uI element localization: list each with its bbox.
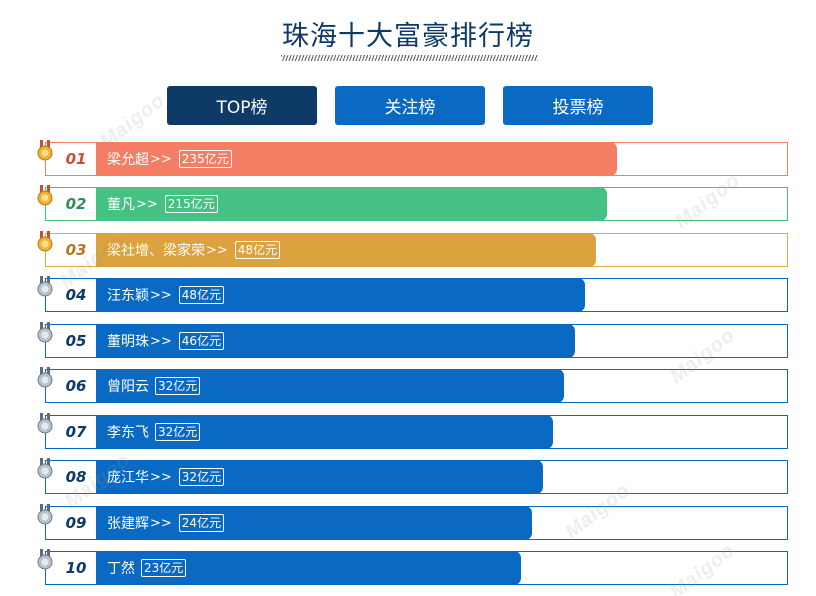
rank-number: 01: [65, 150, 87, 168]
wealth-bar[interactable]: 梁社增、梁家荣 >> 48亿元: [96, 233, 596, 267]
ranking-row[interactable]: 06 曾阳云 32亿元: [37, 367, 789, 403]
rank-number: 02: [65, 195, 87, 213]
detail-link-marker[interactable]: >>: [150, 287, 172, 303]
silver-medal-icon: [37, 504, 53, 525]
wealth-amount-badge: 32亿元: [155, 377, 201, 395]
detail-link-marker[interactable]: >>: [150, 469, 172, 485]
silver-medal-icon: [37, 413, 53, 434]
ranking-row[interactable]: 05 董明珠 >> 46亿元: [37, 322, 789, 358]
ranking-row[interactable]: 10 丁然 23亿元: [37, 549, 789, 585]
ranking-row[interactable]: 09 张建辉 >> 24亿元: [37, 504, 789, 540]
rank-number: 04: [65, 286, 87, 304]
wealth-bar[interactable]: 李东飞 32亿元: [96, 415, 553, 449]
ranking-row[interactable]: 03 梁社增、梁家荣 >> 48亿元: [37, 231, 789, 267]
wealth-amount-badge: 48亿元: [234, 241, 281, 259]
wealth-bar[interactable]: 汪东颖 >> 48亿元: [96, 278, 585, 312]
wealth-bar[interactable]: 董凡 >> 215亿元: [96, 187, 607, 221]
silver-medal-icon: [37, 276, 53, 297]
person-name[interactable]: 董凡: [107, 197, 135, 213]
wealth-bar[interactable]: 张建辉 >> 24亿元: [96, 506, 532, 540]
wealth-bar[interactable]: 庞江华 >> 32亿元: [96, 460, 543, 494]
wealth-amount-badge: 215亿元: [164, 195, 218, 213]
person-name[interactable]: 李东飞: [107, 425, 149, 441]
person-name[interactable]: 张建辉: [107, 516, 149, 532]
person-name[interactable]: 汪东颖: [107, 288, 149, 304]
detail-link-marker[interactable]: >>: [150, 151, 172, 167]
title-underline: [281, 55, 538, 61]
person-name[interactable]: 曾阳云: [107, 379, 149, 395]
person-name[interactable]: 丁然: [107, 561, 135, 577]
page-title: 珠海十大富豪排行榜: [282, 21, 534, 52]
gold-medal-icon: [37, 140, 53, 161]
silver-medal-icon: [37, 367, 53, 388]
rank-number: 07: [65, 423, 87, 441]
ranking-row[interactable]: 07 李东飞 32亿元: [37, 413, 789, 449]
ranking-row[interactable]: 02 董凡 >> 215亿元: [37, 185, 789, 221]
wealth-amount-badge: 23亿元: [141, 559, 187, 577]
wealth-bar[interactable]: 梁允超 >> 235亿元: [96, 142, 617, 176]
person-name[interactable]: 梁允超: [107, 152, 149, 168]
gold-medal-icon: [37, 185, 53, 206]
tab-follow[interactable]: 关注榜: [335, 86, 485, 125]
silver-medal-icon: [37, 549, 53, 570]
tab-top[interactable]: TOP榜: [167, 86, 317, 125]
ranking-row[interactable]: 04 汪东颖 >> 48亿元: [37, 276, 789, 312]
person-name[interactable]: 董明珠: [107, 334, 149, 350]
rank-number: 09: [65, 514, 87, 532]
person-name[interactable]: 梁社增、梁家荣: [107, 243, 205, 259]
person-name[interactable]: 庞江华: [107, 470, 149, 486]
wealth-amount-badge: 32亿元: [155, 423, 201, 441]
wealth-amount-badge: 46亿元: [178, 332, 225, 350]
detail-link-marker[interactable]: >>: [150, 515, 172, 531]
ranking-row[interactable]: 08 庞江华 >> 32亿元: [37, 458, 789, 494]
wealth-amount-badge: 24亿元: [178, 514, 225, 532]
rank-number: 03: [65, 241, 87, 259]
wealth-bar[interactable]: 丁然 23亿元: [96, 551, 521, 585]
detail-link-marker[interactable]: >>: [136, 196, 158, 212]
silver-medal-icon: [37, 458, 53, 479]
rank-number: 05: [65, 332, 87, 350]
rank-number: 10: [65, 559, 87, 577]
rank-number: 06: [65, 377, 87, 395]
rank-number: 08: [65, 468, 87, 486]
detail-link-marker[interactable]: >>: [150, 333, 172, 349]
detail-link-marker[interactable]: >>: [206, 242, 228, 258]
tab-vote[interactable]: 投票榜: [503, 86, 653, 125]
ranking-row[interactable]: 01 梁允超 >> 235亿元: [37, 140, 789, 176]
wealth-amount-badge: 235亿元: [178, 150, 232, 168]
tab-bar: TOP榜 关注榜 投票榜: [167, 86, 653, 125]
wealth-bar[interactable]: 董明珠 >> 46亿元: [96, 324, 575, 358]
wealth-bar[interactable]: 曾阳云 32亿元: [96, 369, 564, 403]
silver-medal-icon: [37, 322, 53, 343]
wealth-amount-badge: 48亿元: [178, 286, 225, 304]
gold-medal-icon: [37, 231, 53, 252]
wealth-amount-badge: 32亿元: [178, 468, 225, 486]
